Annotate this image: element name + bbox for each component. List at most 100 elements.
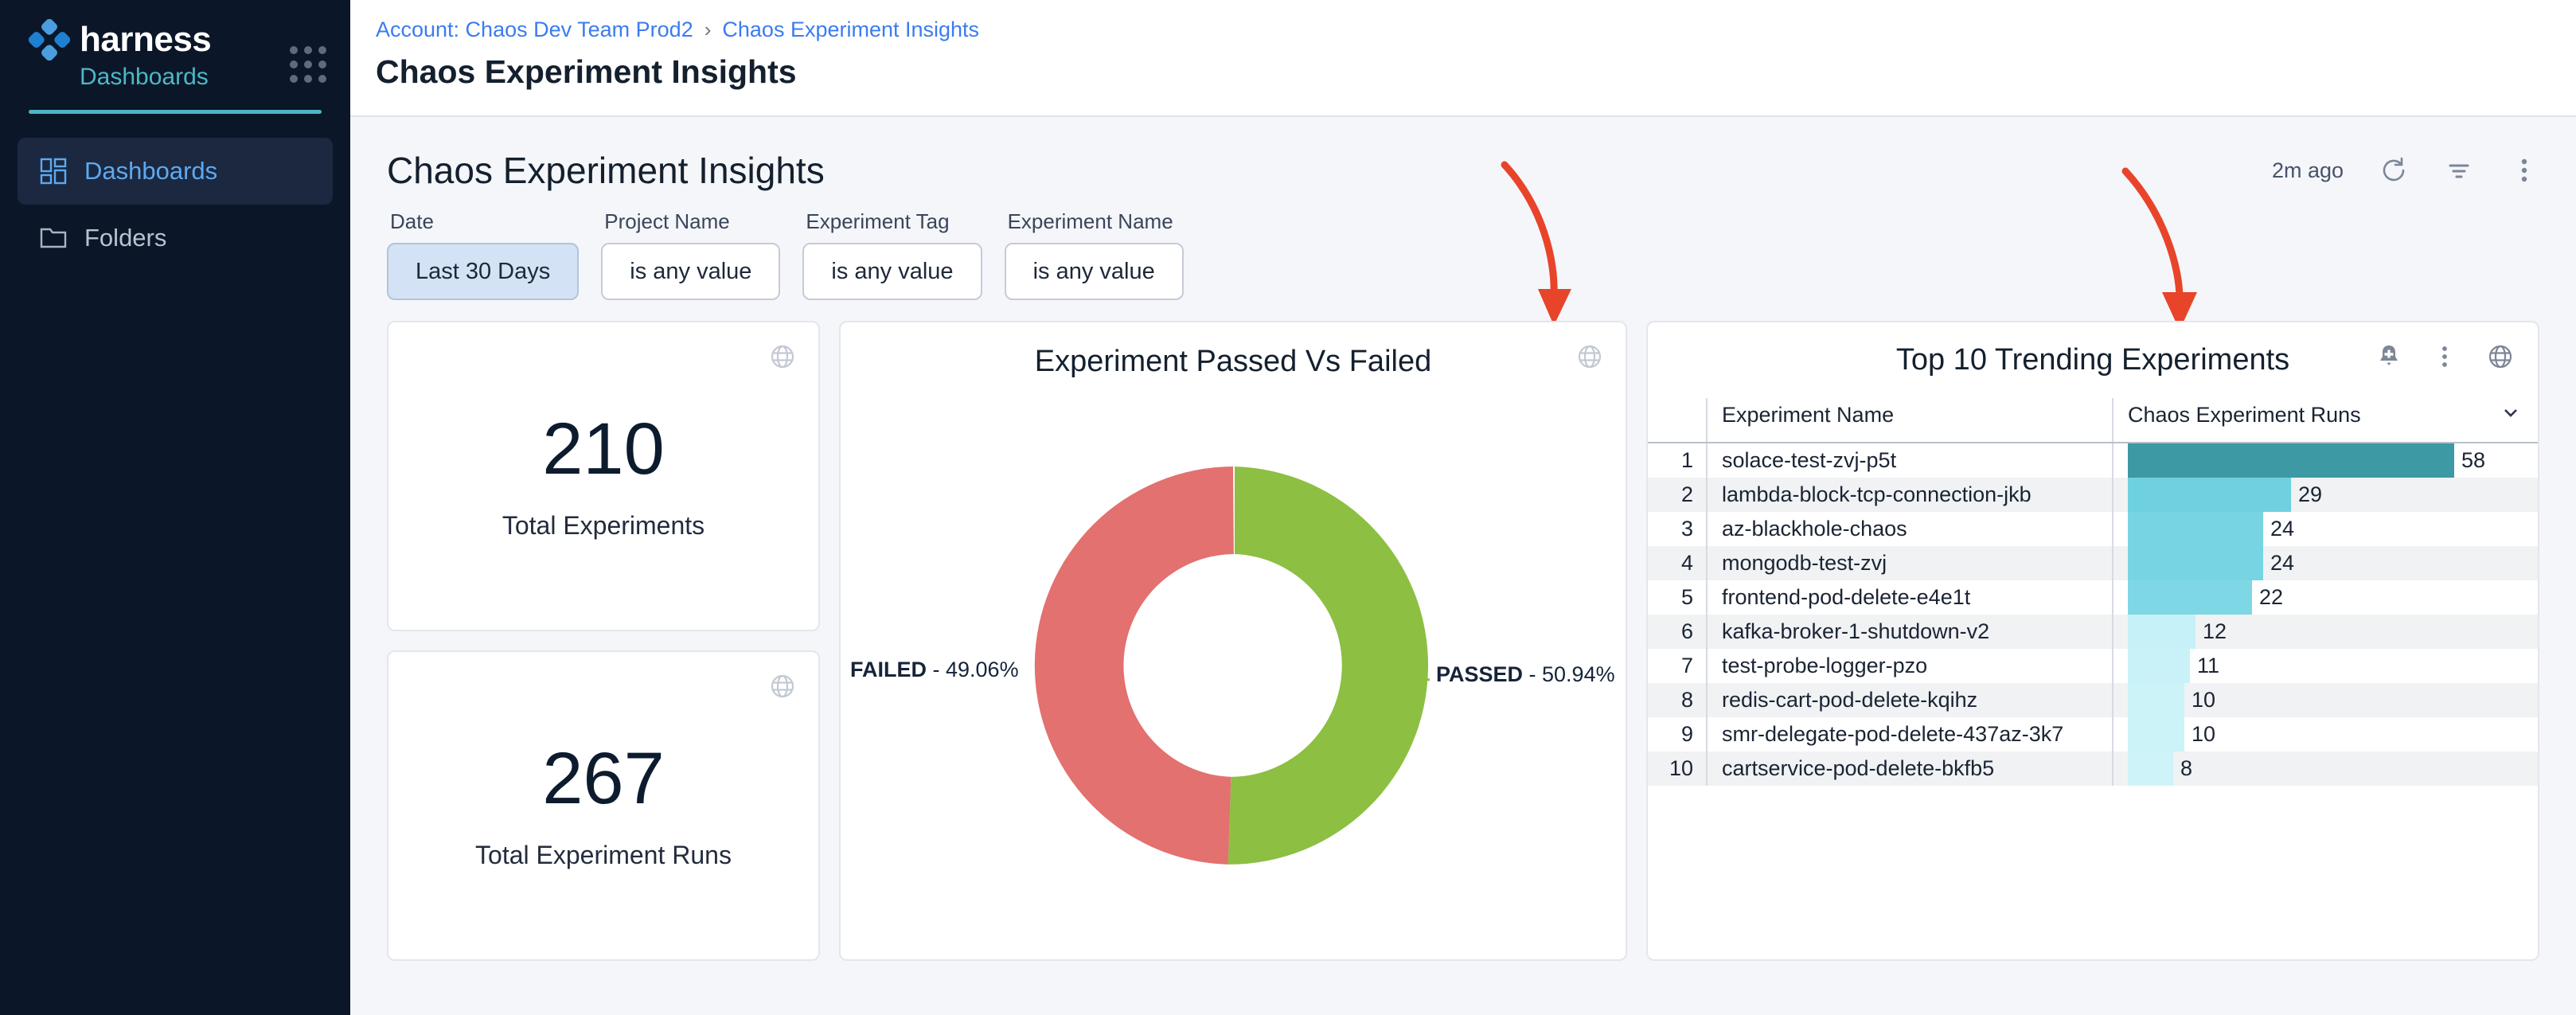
row-experiment-name: kafka-broker-1-shutdown-v2	[1706, 615, 2113, 649]
row-experiment-name: lambda-block-tcp-connection-jkb	[1706, 478, 2113, 512]
row-rank: 7	[1680, 654, 1693, 677]
filter-experiment-name-value[interactable]: is any value	[1004, 243, 1184, 300]
globe-icon[interactable]	[1576, 343, 1603, 370]
kpi-total-experiment-runs: 267 Total Experiment Runs	[387, 650, 820, 961]
row-value: 12	[2203, 619, 2227, 643]
filter-experiment-tag-value[interactable]: is any value	[802, 243, 982, 300]
row-experiment-name: test-probe-logger-pzo	[1706, 649, 2113, 683]
row-rank: 5	[1680, 585, 1693, 609]
table-header: Experiment Name Chaos Experiment Runs	[1648, 398, 2538, 443]
filter-icon[interactable]	[2444, 155, 2474, 185]
filter-experiment-name: Experiment Name is any value	[1004, 209, 1184, 300]
app-grid-icon[interactable]	[290, 46, 326, 83]
kpi-total-experiments: 210 Total Experiments	[387, 321, 820, 631]
row-value: 10	[2192, 688, 2216, 712]
sidebar-item-folders[interactable]: Folders	[18, 205, 333, 271]
globe-icon[interactable]	[769, 343, 796, 370]
panel-title: Top 10 Trending Experiments	[1895, 343, 2290, 377]
column-chaos-experiment-runs[interactable]: Chaos Experiment Runs	[2112, 398, 2538, 443]
table-row[interactable]: 3 az-blackhole-chaos 24	[1648, 512, 2538, 546]
donut-slice-passed	[1228, 467, 1429, 865]
row-bar	[2128, 751, 2173, 786]
breadcrumb-account-link[interactable]: Account: Chaos Dev Team Prod2	[376, 18, 693, 41]
globe-icon[interactable]	[769, 673, 796, 700]
row-rank: 6	[1648, 615, 1707, 649]
refresh-icon[interactable]	[2379, 155, 2409, 185]
row-runs-cell: 12	[2112, 615, 2538, 649]
row-value: 24	[2270, 551, 2295, 575]
folder-icon	[40, 224, 67, 252]
harness-logo-icon	[28, 18, 71, 61]
dashboard-title: Chaos Experiment Insights	[387, 150, 825, 191]
breadcrumb-current-link[interactable]: Chaos Experiment Insights	[722, 18, 980, 41]
donut-slice-failed	[1034, 467, 1234, 865]
row-bar	[2128, 512, 2263, 546]
page-title: Chaos Experiment Insights	[376, 53, 797, 90]
row-runs-cell: 11	[2112, 649, 2538, 683]
row-experiment-name: mongodb-test-zvj	[1706, 546, 2113, 580]
row-runs-cell: 8	[2112, 751, 2538, 786]
column-label: Chaos Experiment Runs	[2128, 403, 2361, 427]
brand-underline	[29, 110, 322, 114]
top-bar: Account: Chaos Dev Team Prod2 › Chaos Ex…	[350, 0, 2576, 117]
sidebar-item-label: Dashboards	[84, 157, 218, 185]
table-row[interactable]: 1 solace-test-zvj-p5t 58	[1648, 443, 2538, 478]
row-experiment-name: cartservice-pod-delete-bkfb5	[1706, 751, 2113, 786]
row-rank: 4	[1648, 546, 1707, 580]
row-bar	[2128, 443, 2454, 478]
table-panel-icons	[2375, 343, 2514, 370]
kpi-column: 210 Total Experiments 267 Total Experime…	[387, 321, 820, 961]
row-runs-cell: 29	[2112, 478, 2538, 512]
panel-title: Experiment Passed Vs Failed	[1034, 345, 1432, 378]
filter-bar: Date Last 30 Days Project Name is any va…	[350, 192, 2576, 300]
row-value: 24	[2270, 517, 2295, 541]
table-row[interactable]: 10 cartservice-pod-delete-bkfb5 8	[1648, 751, 2538, 786]
kpi-value: 267	[542, 737, 665, 819]
chevron-down-icon[interactable]	[2501, 403, 2538, 427]
row-bar	[2128, 546, 2263, 580]
filter-experiment-tag: Experiment Tag is any value	[802, 209, 982, 300]
table-row[interactable]: 5 frontend-pod-delete-e4e1t 22	[1648, 580, 2538, 615]
table-row[interactable]: 9 smr-delegate-pod-delete-437az-3k7 10	[1648, 717, 2538, 751]
tiles-row: 210 Total Experiments 267 Total Experime…	[350, 300, 2576, 961]
table-row[interactable]: 7 test-probe-logger-pzo 11	[1648, 649, 2538, 683]
table-row[interactable]: 4 mongodb-test-zvj 24	[1648, 546, 2538, 580]
filter-project-name-value[interactable]: is any value	[601, 243, 781, 300]
row-runs-cell: 10	[2112, 717, 2538, 751]
row-bar	[2128, 478, 2291, 512]
row-value: 11	[2197, 654, 2220, 677]
row-experiment-name: frontend-pod-delete-e4e1t	[1706, 580, 2113, 615]
kebab-menu-icon[interactable]	[2509, 155, 2539, 185]
sidebar-nav: Dashboards Folders	[0, 138, 350, 271]
row-rank: 9	[1680, 722, 1693, 746]
row-runs-cell: 10	[2112, 683, 2538, 717]
sidebar-item-dashboards[interactable]: Dashboards	[18, 138, 333, 205]
panel-top-10-trending-experiments: Top 10 Trending Experiments	[1646, 321, 2539, 961]
table-row[interactable]: 6 kafka-broker-1-shutdown-v2 12	[1648, 615, 2538, 649]
top-10-table: Experiment Name Chaos Experiment Runs	[1648, 398, 2538, 786]
sidebar-brand: harness Dashboards	[0, 0, 350, 92]
filter-label: Experiment Name	[1007, 209, 1173, 233]
filter-date-value[interactable]: Last 30 Days	[387, 243, 580, 300]
table-panel-header: Top 10 Trending Experiments	[1648, 322, 2538, 377]
table-row[interactable]: 8 redis-cart-pod-delete-kqihz 10	[1648, 683, 2538, 717]
globe-icon[interactable]	[2487, 343, 2514, 370]
panel-experiment-passed-vs-failed: Experiment Passed Vs Failed	[839, 321, 1627, 961]
kebab-menu-icon[interactable]	[2431, 343, 2458, 370]
donut-label-failed: FAILED - 49.06%	[850, 658, 1019, 681]
row-bar	[2128, 615, 2195, 649]
brand-left: harness Dashboards	[28, 18, 212, 92]
column-experiment-name[interactable]: Experiment Name	[1706, 398, 2113, 443]
bell-plus-icon[interactable]	[2375, 343, 2402, 370]
filter-label: Experiment Tag	[806, 209, 950, 233]
dashboard-grid-icon	[40, 158, 67, 185]
table-body: 1 solace-test-zvj-p5t 58 2 lambda-block-tcp-…	[1648, 443, 2538, 786]
column-rank	[1648, 398, 1707, 443]
row-experiment-name: solace-test-zvj-p5t	[1706, 443, 2113, 478]
row-bar	[2128, 683, 2184, 717]
filter-project-name: Project Name is any value	[601, 209, 781, 300]
table-header-row: Experiment Name Chaos Experiment Runs	[1648, 398, 2538, 443]
table-row[interactable]: 2 lambda-block-tcp-connection-jkb 29	[1648, 478, 2538, 512]
row-experiment-name: smr-delegate-pod-delete-437az-3k7	[1706, 717, 2113, 751]
row-value: 10	[2192, 722, 2216, 746]
